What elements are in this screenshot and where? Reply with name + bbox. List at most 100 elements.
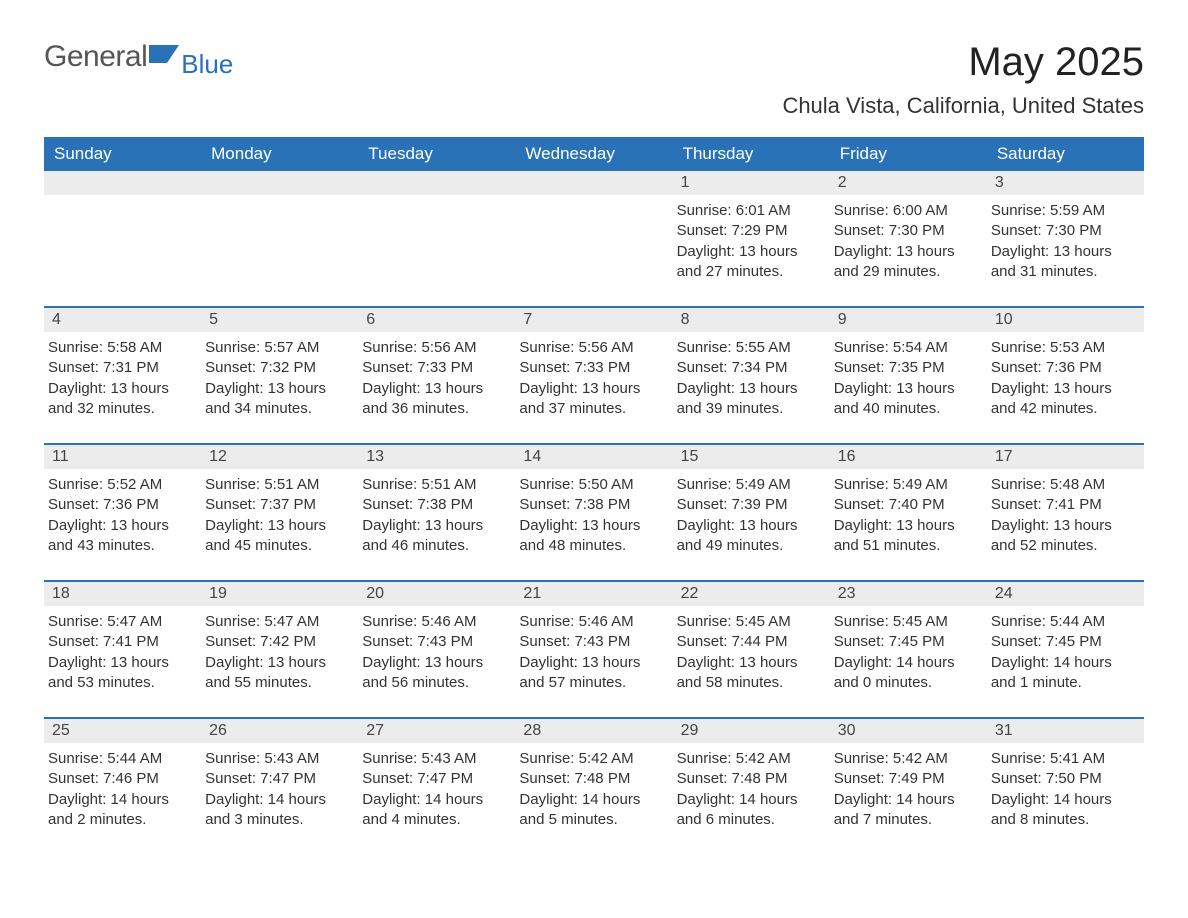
daylight-line: Daylight: 13 hours and 37 minutes.	[519, 379, 664, 420]
day-number: 9	[830, 308, 987, 332]
sunrise-line: Sunrise: 5:56 AM	[519, 338, 664, 358]
day-number: 25	[44, 719, 201, 743]
daylight-line: Daylight: 13 hours and 57 minutes.	[519, 653, 664, 694]
daylight-line: Daylight: 14 hours and 0 minutes.	[834, 653, 979, 694]
day-number	[515, 171, 672, 195]
day-number: 1	[673, 171, 830, 195]
sunset-line: Sunset: 7:37 PM	[205, 495, 350, 515]
sunset-line: Sunset: 7:33 PM	[362, 358, 507, 378]
sunrise-line: Sunrise: 5:50 AM	[519, 475, 664, 495]
day-number: 20	[358, 582, 515, 606]
daylight-line: Daylight: 14 hours and 8 minutes.	[991, 790, 1136, 831]
day-cell: 30Sunrise: 5:42 AMSunset: 7:49 PMDayligh…	[830, 719, 987, 840]
daylight-line: Daylight: 14 hours and 4 minutes.	[362, 790, 507, 831]
day-cell: 25Sunrise: 5:44 AMSunset: 7:46 PMDayligh…	[44, 719, 201, 840]
sunset-line: Sunset: 7:34 PM	[677, 358, 822, 378]
sunrise-line: Sunrise: 5:46 AM	[362, 612, 507, 632]
day-cell: 7Sunrise: 5:56 AMSunset: 7:33 PMDaylight…	[515, 308, 672, 429]
day-cell: 15Sunrise: 5:49 AMSunset: 7:39 PMDayligh…	[673, 445, 830, 566]
day-number: 3	[987, 171, 1144, 195]
sunset-line: Sunset: 7:29 PM	[677, 221, 822, 241]
daylight-line: Daylight: 13 hours and 27 minutes.	[677, 242, 822, 283]
day-cell: 9Sunrise: 5:54 AMSunset: 7:35 PMDaylight…	[830, 308, 987, 429]
day-cell: 20Sunrise: 5:46 AMSunset: 7:43 PMDayligh…	[358, 582, 515, 703]
day-number: 4	[44, 308, 201, 332]
sunrise-line: Sunrise: 5:44 AM	[991, 612, 1136, 632]
day-cell: 12Sunrise: 5:51 AMSunset: 7:37 PMDayligh…	[201, 445, 358, 566]
day-cell: 28Sunrise: 5:42 AMSunset: 7:48 PMDayligh…	[515, 719, 672, 840]
day-cell: 21Sunrise: 5:46 AMSunset: 7:43 PMDayligh…	[515, 582, 672, 703]
day-number	[44, 171, 201, 195]
day-number: 23	[830, 582, 987, 606]
week-row: 4Sunrise: 5:58 AMSunset: 7:31 PMDaylight…	[44, 306, 1144, 429]
week-row: 1Sunrise: 6:01 AMSunset: 7:29 PMDaylight…	[44, 171, 1144, 292]
daylight-line: Daylight: 14 hours and 7 minutes.	[834, 790, 979, 831]
daylight-line: Daylight: 13 hours and 52 minutes.	[991, 516, 1136, 557]
sunset-line: Sunset: 7:50 PM	[991, 769, 1136, 789]
sunset-line: Sunset: 7:41 PM	[991, 495, 1136, 515]
header: General Blue May 2025 Chula Vista, Calif…	[44, 40, 1144, 119]
day-cell: 13Sunrise: 5:51 AMSunset: 7:38 PMDayligh…	[358, 445, 515, 566]
sunset-line: Sunset: 7:35 PM	[834, 358, 979, 378]
day-number: 18	[44, 582, 201, 606]
title-block: May 2025 Chula Vista, California, United…	[782, 40, 1144, 119]
sunset-line: Sunset: 7:42 PM	[205, 632, 350, 652]
day-number: 2	[830, 171, 987, 195]
day-cell	[201, 171, 358, 292]
sunrise-line: Sunrise: 5:49 AM	[677, 475, 822, 495]
dow-saturday: Saturday	[987, 137, 1144, 171]
daylight-line: Daylight: 13 hours and 29 minutes.	[834, 242, 979, 283]
sunrise-line: Sunrise: 5:43 AM	[362, 749, 507, 769]
day-cell: 22Sunrise: 5:45 AMSunset: 7:44 PMDayligh…	[673, 582, 830, 703]
daylight-line: Daylight: 13 hours and 32 minutes.	[48, 379, 193, 420]
dow-monday: Monday	[201, 137, 358, 171]
day-number: 17	[987, 445, 1144, 469]
sunset-line: Sunset: 7:47 PM	[205, 769, 350, 789]
day-number: 7	[515, 308, 672, 332]
day-cell: 1 Sunrise: 6:01 AMSunset: 7:29 PMDaylight…	[673, 171, 830, 292]
brand-part2: Blue	[181, 49, 233, 80]
sunset-line: Sunset: 7:41 PM	[48, 632, 193, 652]
brand-logo: General Blue	[44, 40, 233, 74]
sunrise-line: Sunrise: 5:48 AM	[991, 475, 1136, 495]
sunset-line: Sunset: 7:47 PM	[362, 769, 507, 789]
sunrise-line: Sunrise: 5:44 AM	[48, 749, 193, 769]
day-number	[201, 171, 358, 195]
day-cell: 24Sunrise: 5:44 AMSunset: 7:45 PMDayligh…	[987, 582, 1144, 703]
day-number: 5	[201, 308, 358, 332]
day-number: 16	[830, 445, 987, 469]
sunset-line: Sunset: 7:30 PM	[834, 221, 979, 241]
daylight-line: Daylight: 13 hours and 48 minutes.	[519, 516, 664, 557]
week-row: 25Sunrise: 5:44 AMSunset: 7:46 PMDayligh…	[44, 717, 1144, 840]
sunrise-line: Sunrise: 5:55 AM	[677, 338, 822, 358]
day-number: 14	[515, 445, 672, 469]
day-number: 10	[987, 308, 1144, 332]
daylight-line: Daylight: 13 hours and 36 minutes.	[362, 379, 507, 420]
sunset-line: Sunset: 7:43 PM	[362, 632, 507, 652]
location-subtitle: Chula Vista, California, United States	[782, 93, 1144, 119]
sunrise-line: Sunrise: 5:52 AM	[48, 475, 193, 495]
sunrise-line: Sunrise: 5:42 AM	[519, 749, 664, 769]
sunset-line: Sunset: 7:48 PM	[519, 769, 664, 789]
day-number: 12	[201, 445, 358, 469]
daylight-line: Daylight: 13 hours and 58 minutes.	[677, 653, 822, 694]
sunrise-line: Sunrise: 5:51 AM	[205, 475, 350, 495]
sunrise-line: Sunrise: 6:01 AM	[677, 201, 822, 221]
day-cell: 19Sunrise: 5:47 AMSunset: 7:42 PMDayligh…	[201, 582, 358, 703]
sunset-line: Sunset: 7:31 PM	[48, 358, 193, 378]
daylight-line: Daylight: 13 hours and 51 minutes.	[834, 516, 979, 557]
sunset-line: Sunset: 7:48 PM	[677, 769, 822, 789]
day-cell: 26Sunrise: 5:43 AMSunset: 7:47 PMDayligh…	[201, 719, 358, 840]
day-cell	[515, 171, 672, 292]
sunset-line: Sunset: 7:39 PM	[677, 495, 822, 515]
day-number: 27	[358, 719, 515, 743]
dow-thursday: Thursday	[673, 137, 830, 171]
sunrise-line: Sunrise: 5:42 AM	[677, 749, 822, 769]
sunrise-line: Sunrise: 5:41 AM	[991, 749, 1136, 769]
sunrise-line: Sunrise: 5:57 AM	[205, 338, 350, 358]
daylight-line: Daylight: 13 hours and 40 minutes.	[834, 379, 979, 420]
sunrise-line: Sunrise: 5:47 AM	[48, 612, 193, 632]
day-of-week-header: Sunday Monday Tuesday Wednesday Thursday…	[44, 137, 1144, 171]
sunrise-line: Sunrise: 5:53 AM	[991, 338, 1136, 358]
day-number: 22	[673, 582, 830, 606]
